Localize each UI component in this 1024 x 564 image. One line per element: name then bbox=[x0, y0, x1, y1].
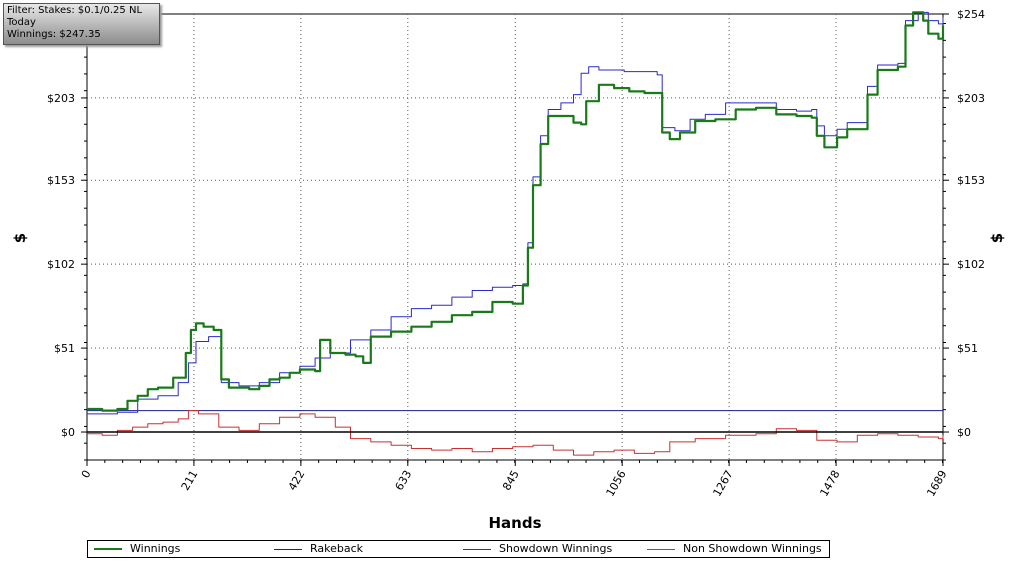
x-tick-label: 1267 bbox=[710, 468, 735, 499]
x-tick-label: 1056 bbox=[604, 468, 629, 499]
legend-label-non-showdown: Non Showdown Winnings bbox=[683, 542, 822, 555]
x-tick-label: 633 bbox=[393, 468, 415, 493]
y-tick-label-right: $254 bbox=[957, 8, 985, 21]
legend-label-winnings: Winnings bbox=[130, 542, 181, 555]
legend-swatch-winnings bbox=[94, 548, 122, 550]
legend-item-rakeback[interactable]: Rakeback bbox=[274, 542, 363, 556]
y-tick-label-right: $51 bbox=[957, 342, 978, 355]
x-tick-label: 1478 bbox=[817, 468, 842, 499]
filter-info-box: Filter: Stakes: $0.1/0.25 NL Today Winni… bbox=[3, 3, 160, 45]
x-tick-label: 0 bbox=[79, 468, 94, 481]
y-tick-label-left: $51 bbox=[54, 342, 75, 355]
x-axis-title: Hands bbox=[488, 514, 541, 532]
series-lines bbox=[87, 11, 945, 456]
gridlines bbox=[87, 14, 943, 460]
y-tick-label-left: $203 bbox=[47, 92, 75, 105]
y-tick-label-right: $102 bbox=[957, 258, 985, 271]
y-tick-label-right: $203 bbox=[957, 92, 985, 105]
y-tick-label-left: $0 bbox=[61, 426, 75, 439]
legend-item-winnings[interactable]: Winnings bbox=[94, 542, 180, 556]
legend-swatch-showdown bbox=[463, 548, 491, 550]
series-line-winnings bbox=[87, 11, 945, 412]
x-tick-label: 211 bbox=[179, 468, 201, 493]
series-line-showdown-winnings bbox=[87, 11, 944, 415]
y-tick-label-left: $102 bbox=[47, 258, 75, 271]
x-tick-label: 845 bbox=[500, 468, 522, 493]
plot-area bbox=[86, 13, 944, 461]
legend-item-non-showdown[interactable]: Non Showdown Winnings bbox=[647, 542, 822, 556]
x-tick-label: 1689 bbox=[924, 468, 949, 499]
y-tick-label-right: $153 bbox=[957, 174, 985, 187]
series-line-non-showdown-winnings bbox=[87, 410, 944, 456]
y-axis-title-right: $ bbox=[988, 233, 1006, 243]
legend-swatch-non-showdown bbox=[647, 548, 675, 550]
filter-period-text: Today bbox=[7, 17, 36, 28]
legend-label-rakeback: Rakeback bbox=[310, 542, 364, 555]
legend: Winnings Rakeback Showdown Winnings Non … bbox=[87, 540, 830, 558]
y-tick-label-right: $0 bbox=[957, 426, 971, 439]
x-tick-label: 422 bbox=[286, 468, 308, 493]
y-tick-label-left: $153 bbox=[47, 174, 75, 187]
legend-label-showdown: Showdown Winnings bbox=[499, 542, 613, 555]
filter-stakes-text: Filter: Stakes: $0.1/0.25 NL bbox=[7, 5, 143, 16]
filter-winnings-text: Winnings: $247.35 bbox=[7, 29, 101, 40]
legend-item-showdown[interactable]: Showdown Winnings bbox=[463, 542, 612, 556]
legend-swatch-rakeback bbox=[274, 548, 302, 550]
y-axis-title-left: $ bbox=[11, 233, 29, 243]
